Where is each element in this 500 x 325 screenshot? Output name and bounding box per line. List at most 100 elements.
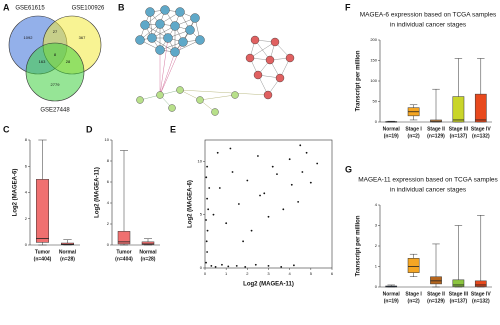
venn-count: 8	[54, 52, 57, 57]
x-tick-note: (n=2)	[408, 133, 420, 139]
y-tick-label: 0	[107, 242, 110, 247]
y-tick-label: 2	[375, 243, 378, 248]
x-tick-note: (n=2)	[408, 298, 420, 304]
network-node	[263, 90, 273, 100]
x-tick-note: (n=137)	[450, 133, 468, 139]
network-node	[163, 33, 173, 43]
x-tick-label: Stage I	[405, 291, 422, 297]
point	[246, 179, 249, 182]
x-tick-label: 0	[204, 271, 207, 276]
y-tick-label: 0	[25, 242, 28, 247]
point	[263, 192, 266, 195]
y-tick-label: 5	[200, 212, 203, 217]
point	[205, 176, 208, 179]
y-tick-label: 2	[25, 216, 28, 221]
x-tick-label: Stage II	[427, 291, 445, 297]
network-node	[145, 7, 155, 17]
point	[309, 181, 312, 184]
y-tick-label: 8	[25, 137, 28, 142]
y-tick-label: 200	[370, 37, 377, 42]
point	[231, 171, 234, 173]
box	[474, 93, 487, 123]
network-node	[176, 86, 184, 94]
x-tick-note: (n=404)	[34, 256, 52, 262]
y-tick-label: 3	[375, 223, 378, 228]
x-axis-label: Log2 (MAGEA-11)	[243, 282, 294, 288]
x-tick-label: 2	[246, 271, 249, 276]
x-tick-label: Stage IV	[471, 291, 491, 297]
box	[407, 258, 420, 273]
x-tick-label: Stage I	[405, 126, 422, 132]
panel-label: E	[170, 124, 176, 134]
box	[474, 280, 487, 287]
point	[221, 263, 223, 266]
point	[267, 264, 270, 267]
network-node	[285, 53, 295, 63]
y-tick-label: 10	[198, 158, 203, 163]
point	[254, 263, 257, 266]
point	[235, 264, 238, 267]
network-edge	[179, 89, 201, 101]
point	[206, 197, 209, 200]
point	[244, 266, 247, 268]
y-tick-label: 6	[107, 179, 110, 184]
network-node	[231, 91, 239, 99]
point	[290, 183, 293, 186]
network-node	[185, 25, 195, 35]
point	[242, 240, 245, 243]
point	[276, 173, 278, 176]
point	[214, 266, 217, 268]
network-node	[175, 7, 185, 17]
point	[216, 151, 219, 154]
point	[205, 261, 207, 264]
x-tick-label: Tumor	[35, 249, 50, 255]
y-tick-label: 6	[25, 163, 28, 168]
x-tick-note: (n=28)	[60, 256, 75, 262]
chart-title: in individual cancer stages	[390, 187, 467, 194]
venn-set-label: GSE100926	[72, 6, 105, 12]
y-tick-label: 4	[25, 190, 28, 195]
box	[36, 179, 49, 243]
network-node	[265, 55, 275, 65]
x-tick-note: (n=19)	[384, 298, 399, 304]
point	[282, 208, 285, 211]
network-node	[270, 37, 280, 47]
panel-label: D	[86, 124, 93, 134]
box	[141, 241, 155, 245]
network-node	[250, 35, 260, 45]
network-node	[211, 108, 219, 116]
x-tick-label: Stage III	[449, 291, 469, 297]
panel-label: C	[3, 124, 10, 134]
network-node	[253, 70, 263, 80]
x-tick-label: Tumor	[116, 249, 131, 255]
venn-count: 28	[66, 59, 71, 64]
point	[305, 151, 308, 154]
network-node	[168, 104, 176, 112]
panel-label: B	[118, 2, 125, 12]
x-tick-label: 4	[289, 271, 292, 276]
x-tick-note: (n=19)	[384, 133, 399, 139]
point	[206, 165, 209, 168]
venn-set-label: GSE61615	[15, 6, 45, 12]
venn-set-label: GSE27448	[40, 108, 70, 114]
network-node	[147, 33, 157, 43]
y-tick-label: 0	[200, 265, 203, 270]
network-node	[196, 96, 204, 104]
y-tick-label: 4	[107, 200, 110, 205]
venn-count: 27	[53, 29, 58, 34]
x-tick-note: (n=129)	[427, 298, 445, 304]
chart-title: MAGEA-6 expression based on TCGA samples	[360, 12, 497, 19]
panel-label: G	[345, 164, 352, 174]
point	[299, 144, 302, 147]
box	[117, 231, 131, 245]
point	[207, 208, 210, 211]
network-edge	[249, 41, 276, 59]
network-node	[178, 37, 188, 47]
venn-count: 2779	[51, 82, 61, 87]
network-node	[160, 5, 170, 15]
point	[280, 266, 283, 268]
y-tick-label: 100	[370, 78, 377, 83]
x-tick-label: Normal	[383, 126, 401, 132]
y-tick-label: 2	[107, 221, 110, 226]
